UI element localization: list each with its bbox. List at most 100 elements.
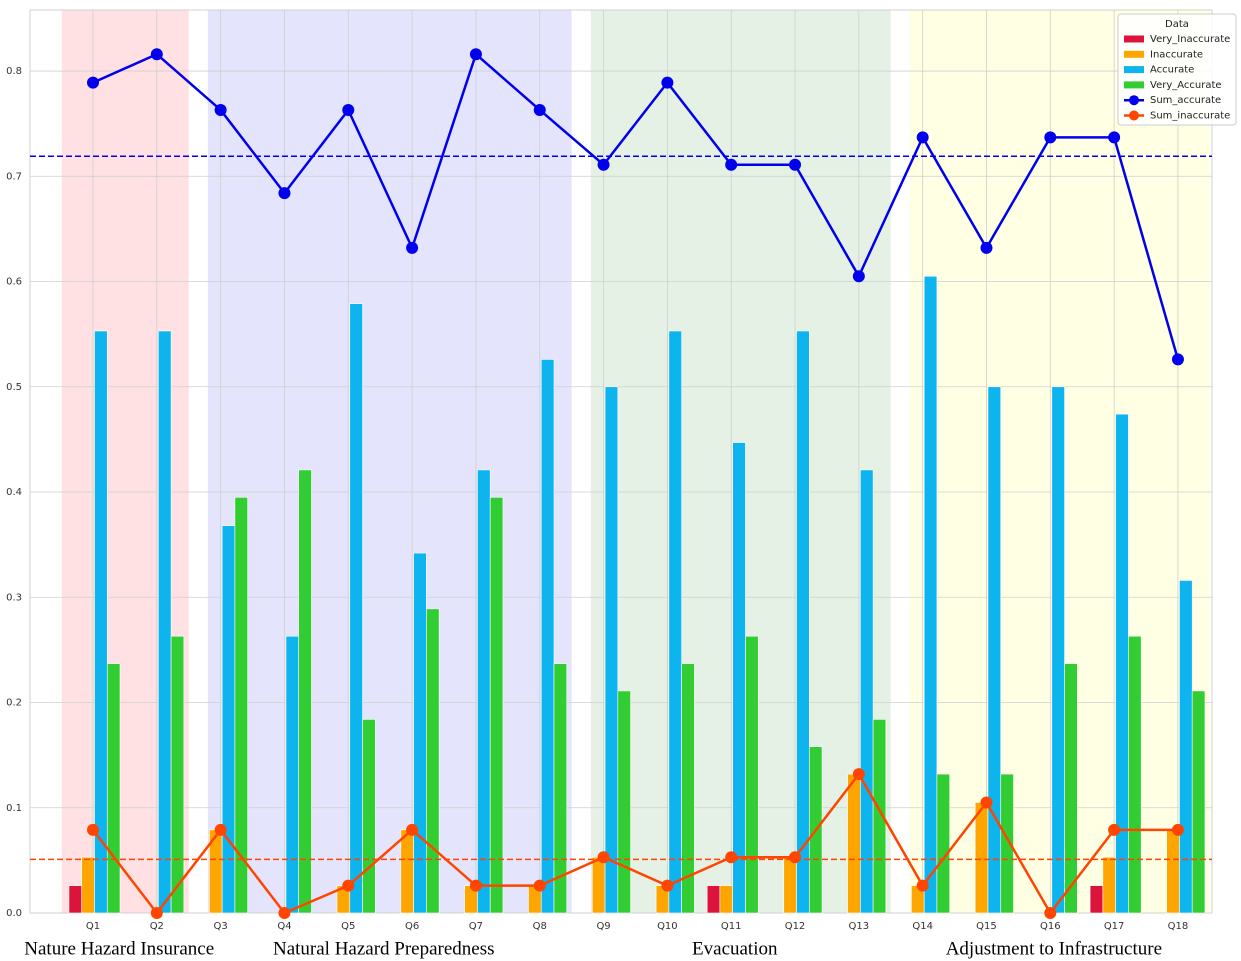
y-tick-label: 0.0 [6, 908, 22, 919]
bar [1064, 663, 1078, 914]
legend-swatch [1124, 66, 1144, 74]
point [278, 187, 291, 200]
bar [872, 719, 887, 914]
x-tick-label: Q5 [341, 921, 355, 932]
point [852, 270, 865, 283]
point [725, 158, 738, 171]
bar [285, 635, 300, 914]
legend-label: Sum_accurate [1150, 95, 1221, 106]
bar [668, 330, 682, 914]
point [87, 76, 99, 89]
bar [489, 496, 504, 914]
bar [732, 442, 746, 914]
point [789, 158, 802, 171]
point [980, 796, 993, 809]
group-region [207, 10, 572, 913]
bar [847, 773, 861, 914]
x-tick-label: Q1 [86, 921, 100, 932]
point [1108, 131, 1121, 144]
point [342, 103, 355, 116]
bar [617, 690, 631, 914]
bar [1102, 856, 1116, 914]
y-tick-label: 0.3 [6, 592, 22, 603]
point [1108, 823, 1121, 836]
point [150, 48, 163, 61]
legend-label: Accurate [1150, 65, 1194, 76]
point [1044, 131, 1057, 144]
legend-label: Very_Accurate [1150, 80, 1222, 91]
y-tick-label: 0.1 [6, 803, 22, 814]
bar [68, 885, 83, 914]
point [980, 241, 993, 254]
bar [1000, 773, 1014, 914]
bar [681, 663, 695, 914]
group-label: Adjustment to Infrastructure [946, 938, 1162, 959]
point [789, 851, 802, 864]
bar [1128, 635, 1142, 914]
bar [349, 303, 363, 914]
bar [796, 330, 810, 914]
bar [936, 773, 950, 914]
legend-swatch [1124, 35, 1144, 43]
point [597, 851, 610, 864]
point [916, 879, 929, 892]
bar [400, 829, 414, 914]
point [1171, 823, 1184, 836]
y-tick-label: 0.5 [6, 382, 22, 393]
point [469, 879, 482, 892]
bar [362, 719, 376, 914]
x-tick-label: Q9 [596, 921, 610, 932]
bar [426, 608, 440, 914]
legend-title: Data [1165, 19, 1189, 30]
x-tick-label: Q4 [277, 921, 291, 932]
legend-label: Sum_inaccurate [1150, 111, 1230, 122]
bar [94, 330, 108, 914]
y-tick-label: 0.2 [6, 698, 22, 709]
line [92, 771, 1178, 916]
x-tick-label: Q13 [849, 921, 870, 932]
point [150, 907, 163, 919]
bar [298, 469, 312, 914]
point [725, 851, 738, 864]
legend-label: Inaccurate [1150, 49, 1203, 60]
bar [1089, 885, 1104, 914]
bar [106, 663, 121, 914]
x-tick-label: Q8 [533, 921, 547, 932]
point [533, 103, 546, 116]
bar [604, 386, 619, 914]
y-tick-label: 0.8 [6, 66, 22, 77]
point [852, 768, 865, 781]
bar [923, 275, 938, 914]
bar [591, 856, 606, 914]
point [661, 76, 674, 89]
bar [221, 525, 236, 914]
point [1171, 353, 1184, 366]
legend-label: Very_Inaccurate [1150, 34, 1230, 45]
bar [1179, 580, 1193, 914]
point [1044, 907, 1057, 919]
bar [745, 635, 759, 914]
bar [1166, 829, 1180, 914]
x-tick-label: Q10 [657, 921, 678, 932]
bar [783, 856, 797, 914]
bar [1115, 413, 1129, 914]
bar [540, 359, 555, 914]
point [87, 823, 99, 836]
x-tick-label: Q12 [785, 921, 806, 932]
x-tick-label: Q3 [214, 921, 228, 932]
point [342, 879, 355, 892]
line [92, 52, 1180, 360]
point [533, 879, 546, 892]
legend-swatch [1124, 81, 1144, 89]
bar [477, 469, 491, 914]
x-tick-label: Q6 [405, 921, 419, 932]
bar [719, 885, 733, 914]
group-label: Evacuation [692, 938, 778, 959]
legend-box [1117, 13, 1237, 126]
y-tick-label: 0.6 [6, 277, 22, 288]
point [214, 103, 227, 116]
x-tick-label: Q18 [1168, 921, 1189, 932]
bar [553, 663, 568, 914]
bar [860, 469, 874, 914]
